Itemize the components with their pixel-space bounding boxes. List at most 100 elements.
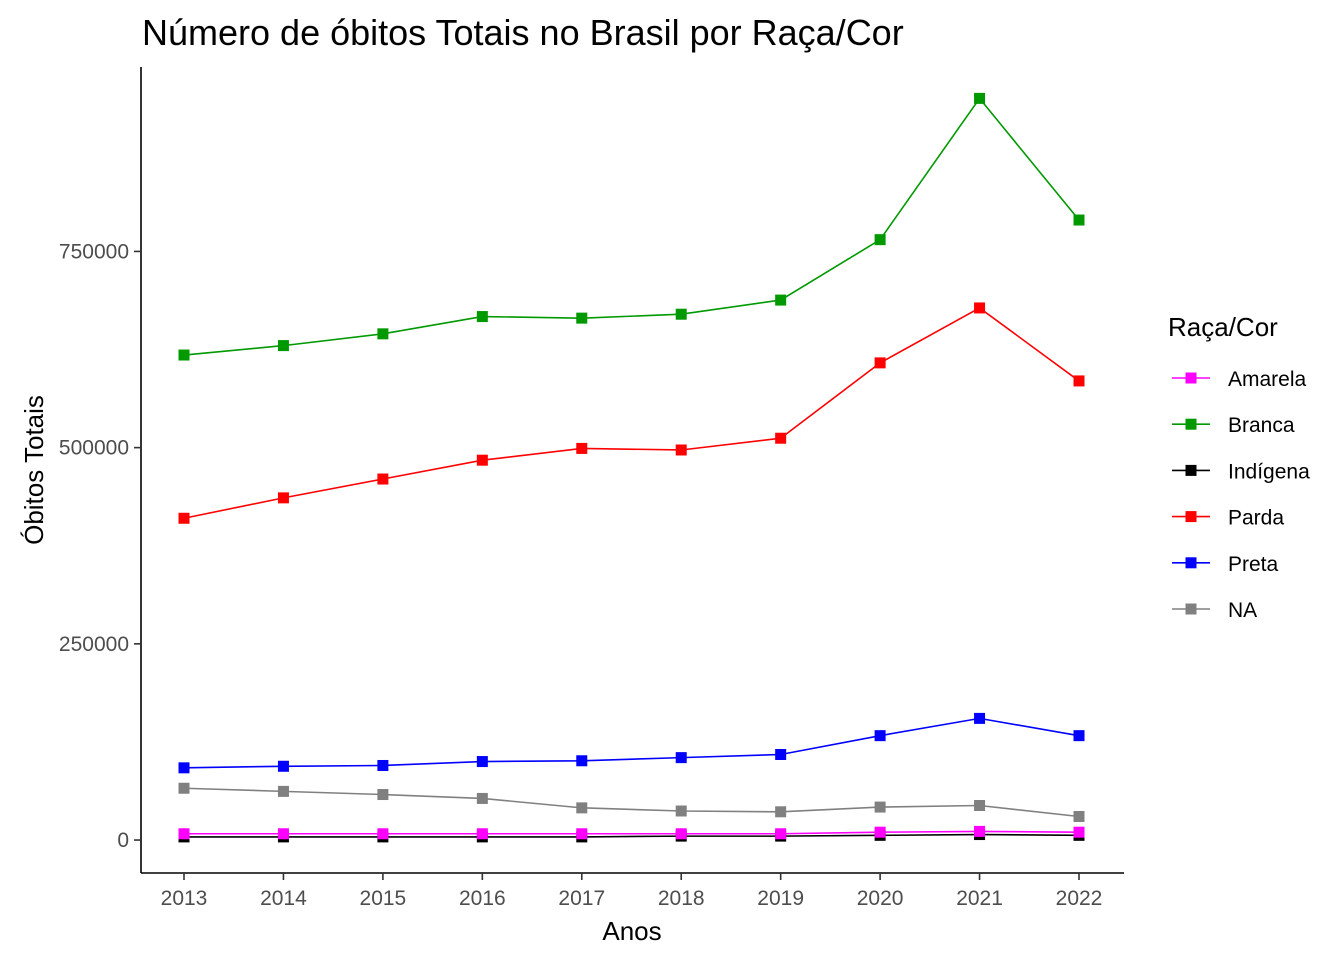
series-branca	[178, 92, 1085, 361]
series-line-branca	[183, 97, 1080, 356]
data-point-preta	[277, 760, 289, 772]
data-point-amarela	[377, 828, 389, 840]
legend-key-marker	[1185, 603, 1197, 615]
series-na	[178, 782, 1085, 822]
data-point-parda	[775, 432, 787, 444]
x-tick-label: 2013	[161, 887, 208, 910]
data-point-parda	[476, 454, 488, 466]
y-axis-ticks: 0 250000 500000 750000	[59, 240, 141, 852]
data-point-parda	[675, 444, 687, 456]
data-point-branca	[874, 234, 886, 246]
data-point-branca	[675, 308, 687, 320]
legend-label: Parda	[1228, 507, 1284, 530]
data-point-amarela	[974, 825, 986, 837]
data-point-branca	[974, 92, 986, 104]
series-line-indigena	[184, 833, 1080, 838]
x-tick-label: 2021	[956, 887, 1003, 910]
legend-item-na: NA	[1172, 599, 1257, 622]
x-axis-ticks: 2013 2014 2015 2016 2017 2018 2019 2020 2021 2022	[161, 873, 1103, 910]
chart-title: Número de óbitos Totais no Brasil por Ra…	[142, 12, 904, 53]
legend-key-marker	[1185, 372, 1197, 384]
legend-item-parda: Parda	[1172, 507, 1284, 530]
data-point-na	[178, 782, 190, 794]
legend-key-marker	[1185, 464, 1197, 476]
data-point-amarela	[476, 828, 488, 840]
data-point-branca	[1073, 214, 1085, 226]
legend-label: Branca	[1228, 414, 1295, 437]
series-line-na	[183, 787, 1080, 818]
x-tick-label: 2015	[360, 887, 407, 910]
y-axis-title: Óbitos Totais	[19, 395, 49, 545]
data-point-na	[675, 805, 687, 817]
legend-key-marker	[1185, 418, 1197, 430]
series-parda	[178, 302, 1085, 524]
legend-label: Preta	[1228, 553, 1279, 576]
legend-title: Raça/Cor	[1168, 312, 1278, 342]
data-point-parda	[1073, 375, 1085, 387]
y-tick-label: 250000	[59, 633, 129, 656]
series-line-amarela	[184, 830, 1080, 835]
data-point-branca	[775, 294, 787, 306]
data-point-amarela	[277, 828, 289, 840]
legend-label: NA	[1228, 599, 1257, 622]
data-point-amarela	[178, 828, 190, 840]
data-point-preta	[974, 712, 986, 724]
data-point-amarela	[675, 828, 687, 840]
legend-label: Indígena	[1228, 460, 1310, 483]
data-point-na	[576, 802, 588, 814]
data-point-amarela	[1073, 826, 1085, 838]
data-point-na	[476, 792, 488, 804]
data-point-branca	[576, 312, 588, 324]
data-point-preta	[576, 755, 588, 767]
plot-area	[140, 67, 1124, 874]
x-tick-label: 2022	[1056, 887, 1103, 910]
data-point-preta	[775, 748, 787, 760]
legend-item-branca: Branca	[1172, 414, 1295, 437]
data-point-na	[874, 801, 886, 813]
data-point-preta	[377, 759, 389, 771]
data-point-parda	[874, 357, 886, 369]
data-point-amarela	[576, 828, 588, 840]
series-amarela	[178, 825, 1085, 840]
data-point-branca	[377, 328, 389, 340]
legend-key-marker	[1185, 557, 1197, 569]
data-point-parda	[974, 302, 986, 314]
series-preta	[178, 712, 1085, 774]
data-point-branca	[277, 340, 289, 352]
y-tick-label: 750000	[59, 240, 129, 263]
data-point-parda	[377, 473, 389, 485]
data-point-parda	[178, 512, 190, 524]
legend: Raça/Cor Amarela Branca Indígena Parda Preta…	[1168, 312, 1310, 622]
data-point-branca	[476, 311, 488, 323]
legend-item-indigena: Indígena	[1172, 460, 1310, 483]
x-tick-label: 2018	[658, 887, 705, 910]
data-point-preta	[178, 762, 190, 774]
data-point-preta	[675, 752, 687, 764]
legend-item-amarela: Amarela	[1172, 368, 1307, 391]
data-point-branca	[178, 349, 190, 361]
x-axis-title: Anos	[602, 916, 661, 946]
legend-label: Amarela	[1228, 368, 1307, 391]
data-point-na	[1073, 810, 1085, 822]
x-tick-label: 2016	[459, 887, 506, 910]
data-point-na	[974, 800, 986, 812]
data-point-na	[377, 789, 389, 801]
data-point-na	[775, 806, 787, 818]
series-line-parda	[183, 306, 1080, 520]
y-tick-label: 500000	[59, 437, 129, 460]
x-tick-label: 2014	[260, 887, 307, 910]
data-point-preta	[476, 756, 488, 768]
x-tick-label: 2019	[757, 887, 804, 910]
y-tick-label: 0	[117, 829, 129, 852]
data-point-parda	[277, 492, 289, 504]
data-point-preta	[874, 730, 886, 742]
data-point-parda	[576, 442, 588, 454]
data-point-amarela	[775, 828, 787, 840]
series-lines	[178, 92, 1085, 843]
data-point-preta	[1073, 730, 1085, 742]
legend-item-preta: Preta	[1172, 553, 1279, 576]
legend-key-marker	[1185, 511, 1197, 523]
data-point-amarela	[874, 826, 886, 838]
x-tick-label: 2020	[857, 887, 904, 910]
